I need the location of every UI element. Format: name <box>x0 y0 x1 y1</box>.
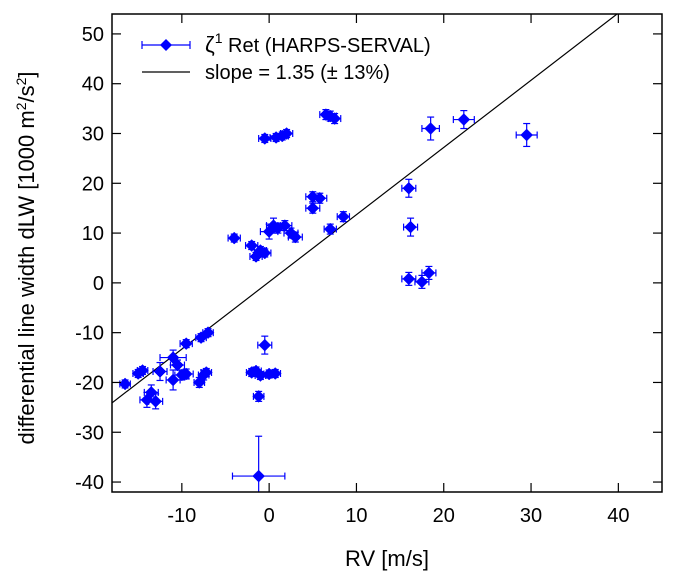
legend-diamond-marker <box>160 39 172 51</box>
data-point <box>227 231 241 245</box>
data-point <box>305 201 321 215</box>
diamond-marker <box>258 132 272 145</box>
diamond-marker <box>336 210 350 224</box>
x-axis-title: RV [m/s] <box>345 546 429 571</box>
data-point <box>152 361 168 382</box>
data-point <box>179 337 193 350</box>
data-point <box>268 367 282 380</box>
diamond-marker <box>457 113 471 126</box>
diamond-marker <box>179 337 193 350</box>
y-tick-label: -20 <box>75 372 104 394</box>
x-tick-label: 10 <box>345 505 367 527</box>
diamond-marker <box>136 364 149 377</box>
diamond-marker <box>252 390 266 403</box>
data-point <box>148 393 164 410</box>
data-point <box>252 390 266 403</box>
diamond-marker <box>227 231 241 245</box>
diamond-marker <box>313 191 327 205</box>
data-point <box>136 364 149 377</box>
data-point <box>515 122 538 148</box>
data-point <box>401 178 417 198</box>
x-tick-label: -10 <box>167 505 196 527</box>
data-point <box>402 217 419 237</box>
legend-entry-fit: slope = 1.35 (± 13%) <box>142 62 390 84</box>
data-point <box>312 191 328 205</box>
diamond-marker <box>252 469 266 483</box>
diamond-marker <box>153 365 167 378</box>
diamond-marker <box>280 127 293 140</box>
diamond-marker <box>179 367 193 381</box>
data-point <box>201 326 215 340</box>
diamond-marker <box>171 358 184 372</box>
diamond-marker <box>328 112 341 125</box>
y-tick-label: -10 <box>75 323 104 345</box>
x-tick-label: 40 <box>607 505 629 527</box>
data-point <box>279 127 294 140</box>
diamond-marker <box>268 367 282 380</box>
diamond-marker <box>258 338 272 352</box>
data-point <box>452 109 475 130</box>
data-point <box>257 335 273 355</box>
y-tick-label: 50 <box>82 24 104 46</box>
diamond-marker <box>323 222 337 236</box>
x-tick-label: 0 <box>264 505 275 527</box>
y-tick-label: 40 <box>82 74 104 96</box>
y-tick-label: 0 <box>93 273 104 295</box>
data-point <box>178 367 194 381</box>
y-tick-label: -40 <box>75 472 104 494</box>
data-point <box>323 222 337 236</box>
data-point <box>231 435 286 492</box>
legend-label-fit: slope = 1.35 (± 13%) <box>205 62 390 84</box>
data-point <box>401 271 417 286</box>
diamond-marker <box>520 128 534 142</box>
legend: ζ1 Ret (HARPS-SERVAL) slope = 1.35 (± 13%… <box>141 30 431 84</box>
data-point <box>258 246 272 260</box>
diamond-marker <box>118 377 132 391</box>
data-point <box>336 210 351 224</box>
diamond-marker <box>404 220 417 234</box>
diamond-marker <box>199 366 213 379</box>
diamond-marker <box>149 395 163 408</box>
data-point <box>258 132 272 145</box>
diamond-marker <box>415 275 429 289</box>
diamond-marker <box>402 272 416 286</box>
diamond-marker <box>144 386 158 399</box>
data-point <box>287 230 303 244</box>
diamond-marker <box>306 201 320 215</box>
plot-frame <box>111 13 663 493</box>
x-tick-label: 30 <box>520 505 542 527</box>
axes: -10 0 10 20 30 40 -40 -30 -20 -10 0 10 20 30 40 50 RV [m… <box>13 13 663 571</box>
plot-area <box>112 14 619 492</box>
y-tick-label: 30 <box>82 124 104 146</box>
legend-label-series: ζ1 Ret (HARPS-SERVAL) <box>205 30 431 57</box>
diamond-marker <box>166 373 180 387</box>
diamond-marker <box>422 266 436 280</box>
diamond-marker <box>201 326 215 340</box>
data-point <box>421 116 440 141</box>
diamond-marker <box>402 181 416 195</box>
x-tick-label: 20 <box>433 505 455 527</box>
y-axis-title: differential line width dLW [1000 m2/s2] <box>13 71 39 444</box>
y-tick-label: 20 <box>82 173 104 195</box>
data-point <box>327 112 342 125</box>
data-point <box>414 274 430 289</box>
data-point <box>199 366 213 379</box>
diamond-marker <box>424 122 438 135</box>
data-point <box>421 265 437 280</box>
diamond-marker <box>288 230 302 244</box>
diamond-marker <box>258 246 272 260</box>
data-point <box>118 377 132 391</box>
fit-line <box>112 14 619 404</box>
legend-entry-series: ζ1 Ret (HARPS-SERVAL) <box>141 30 431 57</box>
y-tick-label: 10 <box>82 223 104 245</box>
y-tick-label: -30 <box>75 422 104 444</box>
